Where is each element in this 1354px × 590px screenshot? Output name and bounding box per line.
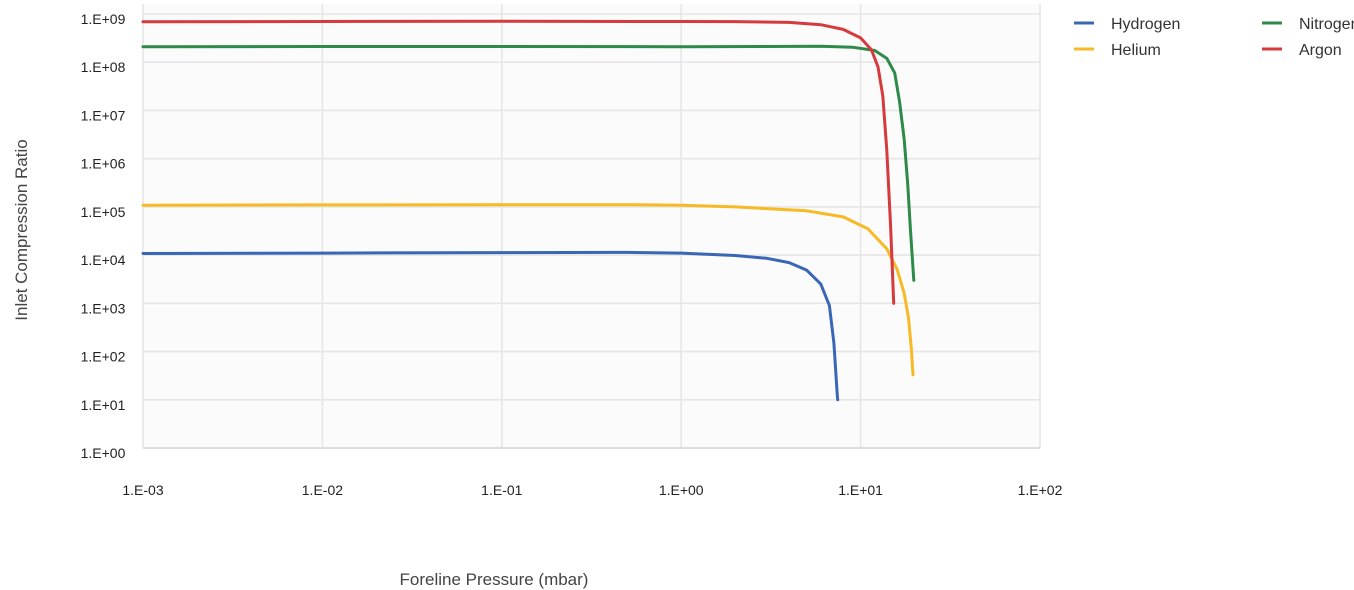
y-tick-label: 1.E+00 [81,445,126,461]
plot-background [143,4,1040,448]
legend-item-hydrogen: Hydrogen [1074,16,1180,33]
legend-label: Nitrogen [1299,16,1354,33]
y-axis-title: Inlet Compression Ratio [12,139,31,320]
series-line-helium [141,203,915,377]
series-line-hydrogen [141,250,840,402]
x-tick-label: 1.E+00 [659,482,704,498]
x-tick-label: 1.E+02 [1018,482,1063,498]
x-tick-label: 1.E-03 [122,482,163,498]
y-tick-label: 1.E+05 [81,204,126,220]
y-tick-label: 1.E+06 [81,156,126,172]
legend-item-helium: Helium [1074,42,1161,59]
y-tick-label: 1.E+02 [81,349,126,365]
y-axis-tick-labels: 1.E+00 1.E+01 1.E+02 1.E+03 1.E+04 1.E+05 1.E+… [81,11,126,461]
x-axis-title: Foreline Pressure (mbar) [400,570,589,589]
legend-item-nitrogen: Nitrogen [1262,16,1354,33]
y-tick-label: 1.E+01 [81,397,126,413]
legend-label: Hydrogen [1111,16,1180,33]
x-tick-label: 1.E-02 [302,482,343,498]
legend: Hydrogen Helium Nitrogen Argon [1074,16,1354,59]
x-axis-tick-labels: 1.E-03 1.E-02 1.E-01 1.E+00 1.E+01 1.E+02 [122,482,1062,498]
x-tick-label: 1.E-01 [481,482,522,498]
y-tick-label: 1.E+04 [81,252,126,268]
grid-lines [142,4,1041,449]
legend-item-argon: Argon [1262,42,1342,59]
x-tick-label: 1.E+01 [838,482,883,498]
plot-area [143,4,1040,448]
y-tick-label: 1.E+07 [81,107,126,123]
series-line-nitrogen [141,44,916,282]
legend-label: Helium [1111,42,1161,59]
series-line-argon [141,19,896,305]
y-tick-label: 1.E+08 [81,59,126,75]
legend-label: Argon [1299,42,1342,59]
y-tick-label: 1.E+03 [81,300,126,316]
y-tick-label: 1.E+09 [81,11,126,27]
series-lines [141,19,916,402]
